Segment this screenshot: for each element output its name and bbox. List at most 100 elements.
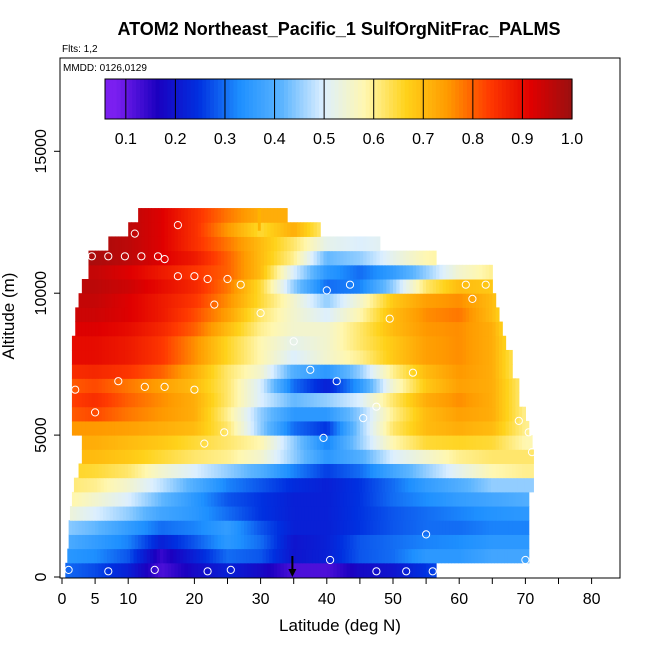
- heatmap-cell: [161, 406, 166, 422]
- heatmap-cell: [399, 307, 404, 323]
- heatmap-cell: [508, 520, 513, 535]
- heatmap-cell: [376, 420, 381, 436]
- heatmap-cell: [412, 392, 417, 408]
- heatmap-cell: [224, 208, 229, 223]
- heatmap-cell: [98, 307, 103, 323]
- heatmap-cell: [445, 392, 450, 408]
- heatmap-cell: [250, 307, 255, 323]
- heatmap-cell: [287, 449, 291, 464]
- heatmap-cell: [442, 335, 447, 351]
- heatmap-cell: [187, 491, 192, 507]
- heatmap-cell: [267, 406, 272, 422]
- heatmap-cell: [144, 208, 149, 223]
- heatmap-cell: [293, 222, 298, 237]
- heatmap-cell: [283, 562, 288, 578]
- heatmap-cell: [184, 250, 189, 266]
- heatmap-cell: [522, 435, 526, 450]
- heatmap-cell: [457, 506, 462, 521]
- colorbar-segment: [264, 79, 270, 119]
- heatmap-cell: [459, 321, 464, 337]
- heatmap-cell: [95, 293, 100, 308]
- heatmap-cell: [320, 236, 325, 252]
- heatmap-cell: [383, 335, 387, 351]
- heatmap-cell: [306, 562, 311, 578]
- heatmap-cell: [220, 293, 225, 308]
- observation-point: [514, 416, 523, 425]
- heatmap-cell: [492, 335, 497, 351]
- heatmap-cell: [330, 435, 335, 450]
- heatmap-cell: [383, 321, 387, 337]
- heatmap-cell: [267, 349, 272, 365]
- heatmap-cell: [131, 279, 136, 294]
- heatmap-cell: [114, 449, 119, 464]
- heatmap-cell: [114, 321, 119, 337]
- heatmap-cell: [101, 264, 106, 280]
- heatmap-cell: [210, 321, 215, 337]
- heatmap-cell: [151, 307, 156, 323]
- heatmap-cell: [174, 378, 179, 394]
- heatmap-cell: [98, 349, 103, 365]
- heatmap-cell: [81, 321, 86, 337]
- heatmap-cell: [167, 264, 172, 280]
- heatmap-cell: [313, 364, 318, 379]
- heatmap-cell: [199, 506, 203, 521]
- heatmap-cell: [124, 378, 129, 394]
- heatmap-cell: [141, 562, 146, 578]
- heatmap-cell: [343, 435, 348, 450]
- heatmap-cell: [244, 406, 248, 422]
- heatmap-cell: [447, 548, 452, 564]
- heatmap-cell: [406, 293, 411, 308]
- heatmap-cell: [283, 378, 288, 394]
- heatmap-cell: [204, 364, 209, 379]
- heatmap-cell: [167, 321, 172, 337]
- heatmap-cell: [91, 378, 96, 394]
- heatmap-cell: [442, 463, 447, 479]
- heatmap-cell: [351, 548, 356, 564]
- heatmap-cell: [177, 463, 182, 479]
- heatmap-cell: [154, 406, 159, 422]
- heatmap-cell: [177, 293, 182, 308]
- heatmap-cell: [244, 293, 248, 308]
- heatmap-cell: [108, 534, 113, 550]
- heatmap-cell: [482, 378, 487, 394]
- heatmap-cell: [128, 435, 133, 450]
- heatmap-cell: [356, 335, 361, 351]
- heatmap-cell: [177, 335, 182, 351]
- heatmap-cell: [482, 463, 487, 479]
- heatmap-cell: [207, 293, 212, 308]
- heatmap-cell: [105, 463, 109, 479]
- heatmap-cell: [260, 534, 265, 550]
- heatmap-cell: [424, 548, 429, 564]
- heatmap-cell: [81, 335, 86, 351]
- heatmap-cell: [161, 562, 166, 578]
- heatmap-cell: [95, 406, 100, 422]
- heatmap-cell: [293, 250, 298, 266]
- heatmap-cell: [217, 264, 222, 280]
- heatmap-cell: [492, 534, 497, 550]
- heatmap-cell: [426, 534, 431, 550]
- heatmap-cell: [416, 562, 421, 578]
- heatmap-cell: [255, 548, 260, 564]
- heatmap-cell: [326, 349, 331, 365]
- heatmap-cell: [174, 335, 179, 351]
- heatmap-cell: [295, 477, 300, 493]
- heatmap-cell: [445, 279, 450, 294]
- heatmap-cell: [488, 378, 493, 394]
- heatmap-cell: [312, 548, 317, 564]
- heatmap-cell: [495, 406, 500, 422]
- heatmap-cell: [267, 250, 272, 266]
- heatmap-cell: [417, 506, 422, 521]
- heatmap-cell: [472, 279, 477, 294]
- heatmap-cell: [306, 364, 311, 379]
- heatmap-cell: [95, 520, 100, 535]
- heatmap-cell: [217, 293, 222, 308]
- heatmap-cell: [194, 463, 199, 479]
- heatmap-cell: [197, 279, 202, 294]
- heatmap-cell: [409, 364, 414, 379]
- heatmap-cell: [373, 534, 378, 550]
- heatmap-cell: [488, 463, 493, 479]
- heatmap-cell: [369, 435, 374, 450]
- heatmap-cell: [138, 435, 143, 450]
- heatmap-cell: [277, 222, 282, 237]
- heatmap-cell: [470, 506, 475, 521]
